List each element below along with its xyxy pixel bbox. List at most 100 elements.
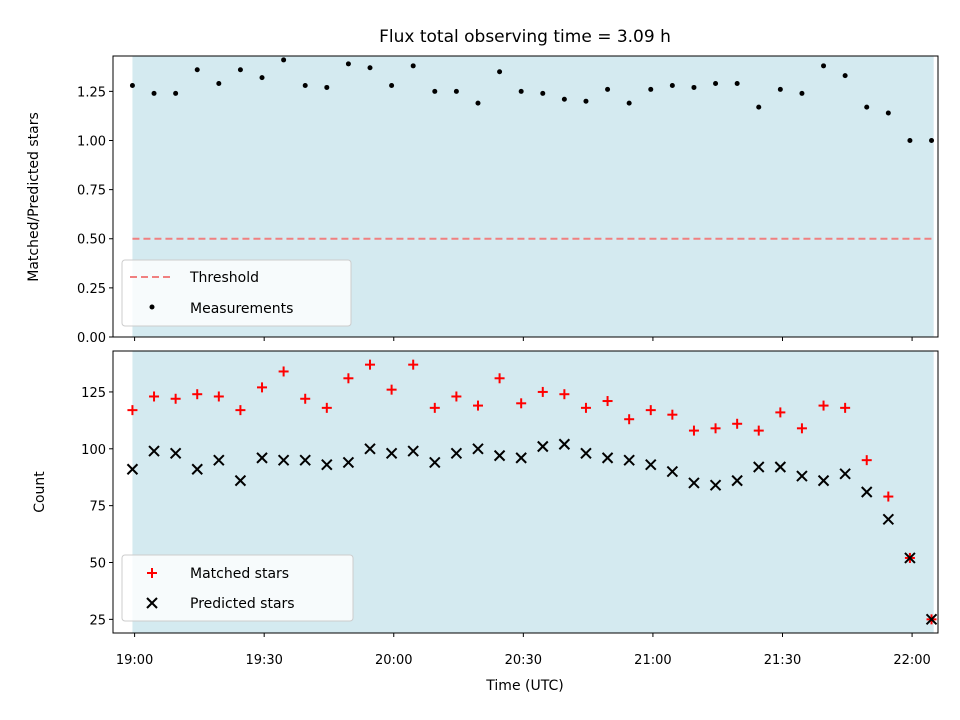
matched-star-point (451, 391, 462, 402)
matched-star-point (494, 373, 505, 384)
matched-legend-swatch (147, 568, 157, 578)
chart-title: Flux total observing time = 3.09 h (379, 27, 671, 47)
predicted-star-point (904, 552, 916, 564)
bottom-series-matched-stars (127, 359, 937, 625)
matched-star-point (408, 359, 419, 370)
matched-star-point (602, 396, 613, 407)
predicted-star-point (709, 479, 722, 491)
marker-stroke (299, 454, 311, 466)
matched-star-point (257, 382, 268, 393)
bottom-axes-frame (112, 350, 939, 634)
marker-stroke (234, 474, 247, 487)
predicted-star-point (753, 461, 765, 473)
measurement-point (367, 65, 373, 71)
matched-star-point (840, 402, 851, 413)
measurement-point (453, 88, 459, 94)
measurement-point (734, 81, 740, 87)
bottom-y-tick-label: 25 (89, 613, 106, 628)
predicted-star-point (169, 447, 182, 460)
x-tick-label: 20:00 (375, 653, 412, 668)
matched-star-point (667, 409, 678, 420)
measurement-point (324, 84, 330, 90)
predicted-star-point (126, 463, 139, 475)
marker-stroke (191, 463, 203, 475)
marker-stroke (429, 456, 441, 469)
marker-stroke (774, 461, 787, 473)
marker-stroke (688, 477, 700, 489)
measurement-point (821, 63, 827, 69)
predicted-star-point (342, 456, 355, 469)
marker-stroke (601, 452, 614, 464)
predicted-star-point (925, 613, 938, 626)
top-legend: Threshold Measurements (121, 259, 352, 327)
marker-stroke (537, 440, 549, 453)
matched-star-point (472, 400, 483, 411)
measurement-point (626, 100, 632, 106)
marker-stroke (666, 465, 679, 478)
matched-star-point (386, 384, 397, 395)
measurement-point (907, 137, 913, 143)
marker-stroke (364, 443, 376, 455)
matched-star-point (321, 402, 332, 413)
measurement-point (561, 96, 567, 102)
x-axis-label: Time (UTC) (485, 678, 563, 694)
matched-star-point (710, 423, 721, 434)
matched-star-point (775, 407, 786, 418)
predicted-star-point (623, 454, 635, 466)
measurement-point (151, 90, 157, 96)
predicted-legend-label: Predicted stars (190, 596, 295, 612)
bottom-legend-box (121, 554, 354, 622)
matched-star-point (300, 393, 311, 404)
threshold-legend-label: Threshold (189, 270, 259, 286)
measurement-point (540, 90, 546, 96)
predicted-star-point (191, 463, 203, 475)
matched-star-point (732, 418, 743, 429)
matched-star-point (213, 391, 224, 402)
predicted-star-point (148, 445, 160, 457)
measurement-point (799, 90, 805, 96)
measurements-legend-label: Measurements (190, 301, 293, 317)
marker-stroke (731, 474, 743, 487)
marker-stroke (213, 454, 225, 466)
marker-stroke (925, 613, 938, 626)
marker-stroke (709, 479, 722, 491)
matched-star-point (645, 405, 656, 416)
measurement-point (281, 57, 287, 63)
matched-star-point (883, 491, 894, 502)
marker-stroke (407, 445, 419, 457)
top-y-tick-label: 1.00 (77, 134, 106, 149)
top-axes-frame (112, 55, 939, 338)
marker-stroke (580, 447, 592, 460)
measurement-point (302, 82, 308, 88)
marker-stroke (126, 463, 139, 475)
predicted-star-point (299, 454, 311, 466)
measurement-point (756, 104, 762, 110)
predicted-star-point (407, 445, 419, 457)
marker-stroke (169, 447, 182, 460)
predicted-star-point (256, 452, 268, 464)
matched-star-point (365, 359, 376, 370)
marker-stroke (645, 459, 657, 471)
measurement-point (885, 110, 891, 116)
measurement-point (864, 104, 870, 110)
measurement-point (259, 75, 265, 81)
matched-star-point (516, 398, 527, 409)
measurement-point (410, 63, 416, 69)
predicted-star-point (558, 438, 571, 450)
x-axis-ticks: 19:00 19:30 20:00 20:30 21:00 21:30 22:00 (116, 653, 931, 668)
marker-stroke (450, 447, 463, 460)
matched-star-point (429, 402, 440, 413)
predicted-star-point (645, 459, 657, 471)
predicted-star-point (666, 465, 679, 478)
matched-star-point (559, 389, 570, 400)
measurement-point (216, 81, 222, 87)
bottom-y-axis-label: Count (32, 471, 48, 513)
measurement-point (842, 73, 848, 79)
measurement-point (475, 100, 481, 106)
predicted-star-point (213, 454, 225, 466)
top-y-tick-label: 0.75 (77, 184, 106, 199)
matched-star-point (170, 393, 181, 404)
measurement-point (691, 84, 697, 90)
predicted-star-point (450, 447, 463, 460)
top-legend-box (121, 259, 352, 327)
